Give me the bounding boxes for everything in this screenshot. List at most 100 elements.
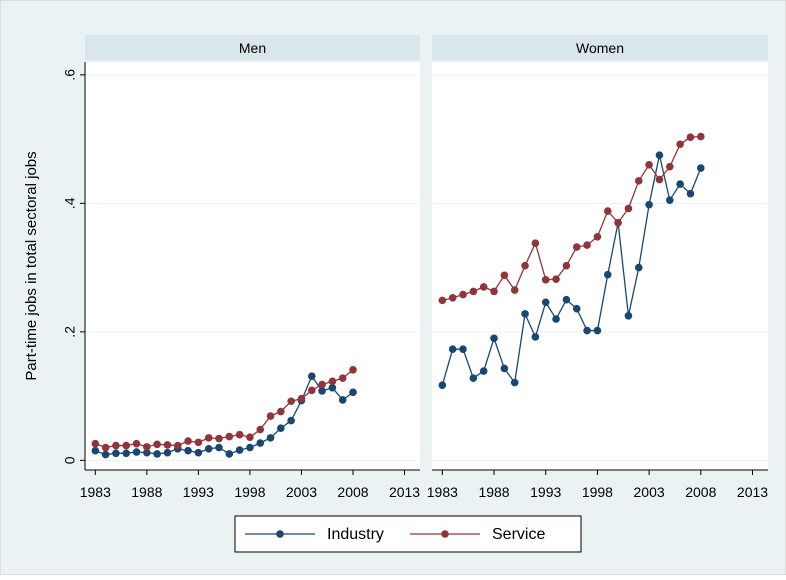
data-point (697, 164, 705, 172)
data-point (697, 132, 705, 141)
data-point (490, 334, 498, 343)
data-point (676, 180, 684, 188)
data-point (541, 276, 550, 284)
data-point (163, 441, 172, 449)
series-line (441, 155, 702, 386)
x-tick-label: 1993 (530, 484, 561, 500)
data-point (469, 287, 478, 296)
data-point (318, 387, 326, 395)
data-point (459, 345, 467, 354)
panel-title: Women (576, 40, 624, 56)
data-point (479, 283, 488, 291)
data-point (184, 446, 192, 455)
data-point (153, 450, 161, 458)
data-point (438, 296, 447, 305)
x-tick-label: 2008 (337, 484, 368, 500)
x-tick-label: 2013 (737, 484, 768, 500)
data-point (614, 218, 622, 227)
data-point (349, 365, 357, 374)
data-point (676, 140, 684, 149)
legend-marker (441, 530, 449, 538)
x-tick-label: 1998 (234, 484, 265, 500)
data-point (665, 196, 674, 204)
x-tick-label: 2003 (634, 484, 665, 500)
data-point (572, 243, 581, 251)
data-point (645, 200, 653, 209)
data-point (500, 271, 509, 280)
data-point (338, 396, 347, 404)
data-point (91, 446, 100, 455)
data-point (173, 441, 182, 450)
data-point (583, 326, 591, 335)
legend-marker (276, 530, 284, 538)
x-tick-label: 1983 (80, 484, 111, 500)
data-point (603, 207, 612, 215)
panel-title: Men (239, 40, 266, 56)
data-point (132, 448, 141, 456)
data-point (153, 440, 161, 449)
x-tick-label: 1988 (131, 484, 162, 500)
data-point (634, 177, 643, 185)
data-point (541, 298, 550, 307)
data-point (624, 204, 633, 213)
data-point (256, 439, 265, 447)
y-axis-title: Part-time jobs in total sectoral jobs (23, 151, 40, 380)
x-tick-label: 1993 (183, 484, 214, 500)
data-point (593, 232, 602, 241)
data-point (349, 388, 357, 397)
data-point (194, 448, 203, 457)
data-point (328, 383, 337, 392)
data-point (479, 367, 488, 375)
data-point (184, 437, 192, 445)
data-point (287, 416, 295, 425)
data-point (521, 310, 529, 318)
plot-area (85, 62, 420, 470)
data-point (655, 151, 664, 159)
y-tick-label: 0 (62, 456, 78, 464)
data-point (552, 275, 560, 283)
data-point (204, 434, 213, 442)
data-point (531, 239, 540, 247)
data-point (500, 364, 509, 373)
data-point (624, 311, 633, 320)
data-point (448, 294, 457, 302)
data-point (297, 394, 306, 403)
data-point (204, 444, 213, 453)
data-point (634, 263, 643, 272)
data-point (225, 450, 234, 458)
data-point (266, 434, 275, 442)
data-point (287, 397, 295, 406)
data-point (510, 378, 519, 387)
data-point (593, 326, 602, 335)
data-point (143, 443, 151, 451)
legend-label: Service (492, 526, 545, 543)
data-point (307, 386, 316, 395)
y-tick-label: .4 (62, 197, 78, 209)
x-tick-label: 2003 (286, 484, 317, 500)
data-point (132, 439, 141, 448)
data-point (459, 290, 467, 299)
data-point (101, 443, 110, 452)
x-tick-label: 2013 (389, 484, 420, 500)
data-point (122, 449, 131, 458)
data-point (645, 161, 653, 169)
data-point (307, 372, 316, 380)
data-point (338, 374, 347, 382)
y-tick-label: .2 (62, 326, 78, 338)
data-point (583, 241, 591, 249)
x-tick-label: 1998 (582, 484, 613, 500)
data-point (438, 381, 447, 389)
data-point (328, 377, 337, 386)
legend-label: Industry (327, 526, 384, 543)
data-point (655, 175, 664, 184)
panel-title-bar (85, 35, 420, 60)
data-point (552, 315, 560, 323)
data-point (215, 434, 223, 443)
data-point (531, 333, 540, 341)
data-point (277, 407, 285, 416)
data-point (448, 345, 457, 354)
data-point (235, 430, 244, 439)
data-point (235, 446, 244, 454)
data-point (469, 374, 478, 382)
